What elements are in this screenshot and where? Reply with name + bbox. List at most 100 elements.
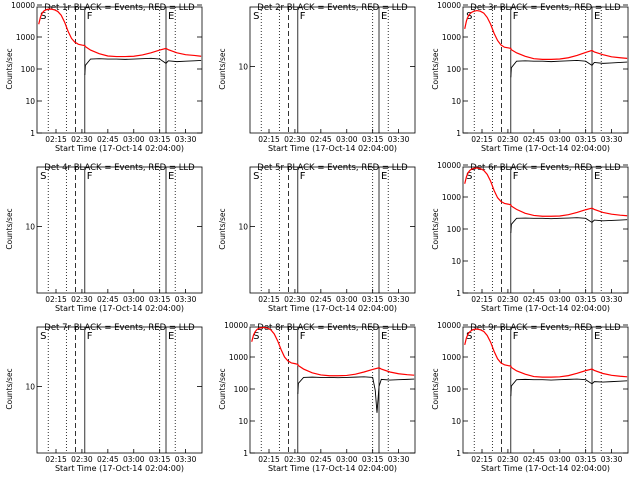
y-tick-label: 10000 [224,321,248,330]
y-tick-label: 10 [238,222,248,231]
panel-title: Det 4r BLACK = Events, RED = LLD [44,163,195,173]
series-events-line [510,378,628,397]
x-tick-label: 03:00 [123,295,145,304]
x-tick-label: 03:30 [601,135,623,144]
y-tick-label: 1 [456,129,461,138]
x-tick-label: 02:15 [471,295,493,304]
y-axis-label: Counts/sec [5,368,14,409]
x-tick-label: 02:30 [71,135,93,144]
y-tick-label: 10 [238,62,248,71]
x-axis-label: Start Time (17-Oct-14 02:04:00) [55,144,184,153]
x-tick-label: 03:00 [549,135,571,144]
x-axis-label: Start Time (17-Oct-14 02:04:00) [481,144,610,153]
x-axis-label: Start Time (17-Oct-14 02:04:00) [481,464,610,473]
plot-frame [462,166,629,294]
x-tick-label: 03:15 [149,455,171,464]
x-tick-label: 02:15 [471,455,493,464]
x-tick-label: 03:00 [549,455,571,464]
panel-title: Det 1r BLACK = Events, RED = LLD [44,3,195,13]
y-tick-label: 1000 [16,33,35,42]
y-axis-label: Counts/sec [431,208,440,249]
marker-label-e: E [594,171,600,182]
marker-label-e: E [594,331,600,342]
y-tick-label: 1 [456,289,461,298]
marker-label-f: F [513,331,519,342]
y-tick-label: 10 [25,222,35,231]
plot-frame [249,6,416,134]
plot-frame [462,326,629,454]
y-tick-label: 1000 [229,353,248,362]
y-axis-label: Counts/sec [431,48,440,89]
x-tick-label: 02:45 [97,295,119,304]
y-axis-label: Counts/sec [218,368,227,409]
series-lld-line [251,326,415,377]
x-tick-label: 02:45 [310,295,332,304]
marker-label-f: F [513,11,519,22]
x-tick-label: 03:30 [601,295,623,304]
y-tick-label: 1 [30,129,35,138]
marker-label-f: F [87,11,93,22]
x-tick-label: 02:15 [45,295,67,304]
x-tick-label: 02:15 [258,135,280,144]
x-tick-label: 03:00 [123,135,145,144]
panel-title: Det 9r BLACK = Events, RED = LLD [470,323,621,333]
x-tick-label: 02:45 [523,135,545,144]
y-tick-label: 1000 [442,353,461,362]
x-tick-label: 02:30 [497,295,519,304]
marker-label-f: F [300,11,306,22]
y-axis-label: Counts/sec [5,208,14,249]
y-tick-label: 100 [447,65,462,74]
x-tick-label: 02:45 [523,295,545,304]
series-events-line [84,57,202,76]
panel-title: Det 2r BLACK = Events, RED = LLD [257,3,408,13]
plot-frame [462,6,629,134]
x-tick-label: 03:15 [575,295,597,304]
x-tick-label: 03:00 [549,295,571,304]
x-tick-label: 03:15 [575,135,597,144]
x-tick-label: 02:15 [471,135,493,144]
marker-label-e: E [168,11,174,22]
y-tick-label: 1000 [442,193,461,202]
marker-label-s: S [253,331,259,342]
x-tick-label: 03:15 [575,455,597,464]
panel-title: Det 5r BLACK = Events, RED = LLD [257,163,408,173]
y-tick-label: 10 [451,257,461,266]
x-tick-label: 02:45 [310,455,332,464]
y-axis-label: Counts/sec [431,368,440,409]
marker-label-f: F [513,171,519,182]
marker-label-f: F [300,331,306,342]
plot-frame [36,166,203,294]
y-tick-label: 100 [447,385,462,394]
plot-frame [249,166,416,294]
y-axis-label: Counts/sec [5,48,14,89]
x-tick-label: 02:45 [310,135,332,144]
marker-label-e: E [381,171,387,182]
x-tick-label: 03:30 [175,295,197,304]
x-tick-label: 03:30 [175,135,197,144]
x-tick-label: 02:30 [284,135,306,144]
x-tick-label: 02:15 [258,455,280,464]
y-tick-label: 10000 [437,161,461,170]
marker-label-s: S [253,11,259,22]
x-tick-label: 02:30 [497,135,519,144]
x-tick-label: 02:45 [97,135,119,144]
x-tick-label: 03:00 [336,295,358,304]
x-tick-label: 03:30 [388,455,410,464]
marker-label-e: E [168,331,174,342]
x-tick-label: 03:00 [123,455,145,464]
y-tick-label: 10000 [437,1,461,10]
x-tick-label: 03:15 [149,135,171,144]
y-tick-label: 100 [21,65,36,74]
x-tick-label: 03:30 [388,135,410,144]
y-tick-label: 1 [243,449,248,458]
series-lld-line [464,167,628,217]
marker-label-e: E [594,11,600,22]
marker-label-s: S [40,171,46,182]
